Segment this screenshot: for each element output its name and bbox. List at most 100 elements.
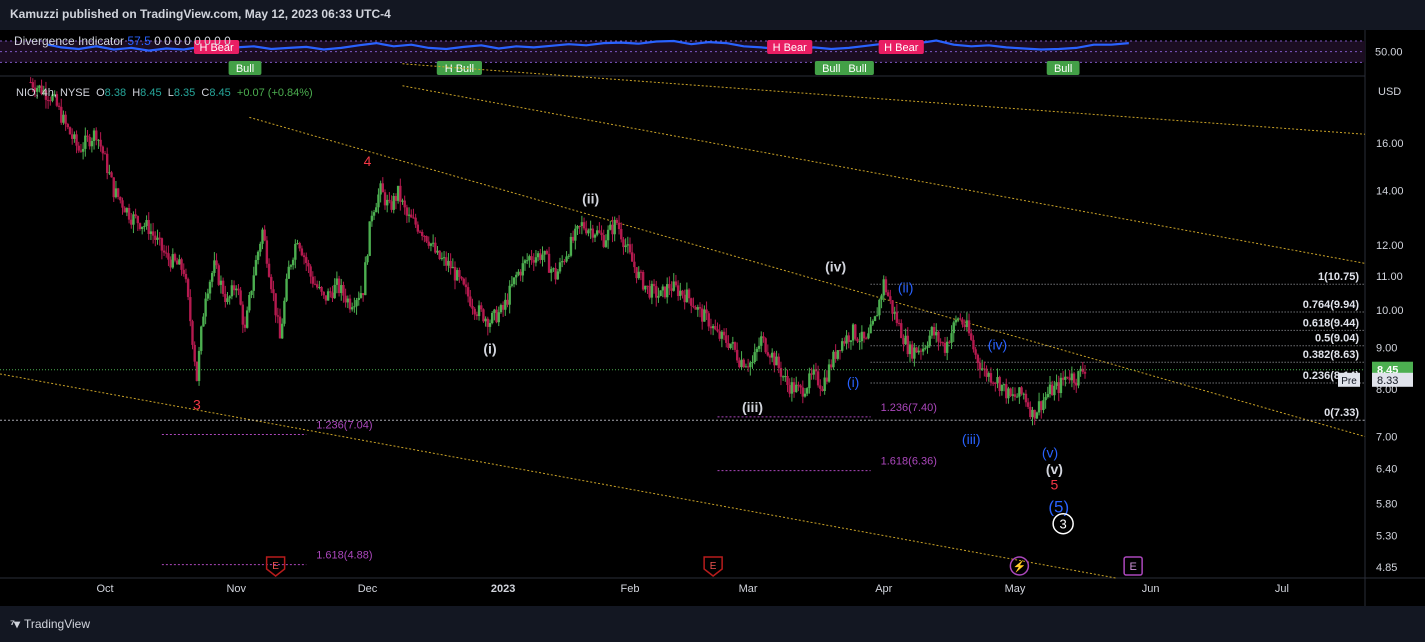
candle-body [545,250,549,254]
candle-body [587,230,590,234]
fib-extension-label: 1.236(7.04) [316,420,372,432]
candle-body [1018,387,1021,397]
publish-text: Kamuzzi published on TradingView.com, Ma… [10,7,391,21]
candle-body [272,289,275,294]
price-tick-label: 8.00 [1376,384,1397,396]
candle-body [143,226,146,228]
candle-body [75,134,78,146]
symbol-label[interactable]: NIO, 4h, NYSE [16,87,90,99]
publish-header: Kamuzzi published on TradingView.com, Ma… [0,0,1425,30]
candle-body [827,364,831,382]
candle-body [718,331,721,339]
candle-body [278,316,282,339]
candle-body [1075,382,1078,386]
candle-body [499,305,503,313]
candle-body [571,236,575,241]
candle-body [525,260,529,262]
time-tick-label: Nov [226,583,246,595]
tradingview-logo[interactable]: ⁷▾ TradingView [10,617,90,631]
candle-body [650,283,654,298]
candle-body [617,222,621,230]
candle-body [1031,409,1034,418]
candle-body [510,284,514,286]
candle-body [237,288,240,291]
candle-body [350,307,354,310]
candle-body [753,352,756,363]
candle-body [224,293,227,303]
candle-body [263,229,266,241]
candle-body [871,320,875,325]
candle-body [757,345,761,349]
candle-body [902,338,905,345]
pre-market-tag-bg [1338,372,1360,387]
candle-body [265,240,269,264]
future-earnings-icon [1123,556,1143,576]
candle-body [543,250,546,255]
candle-body [788,385,791,394]
earnings-event-icon [703,556,723,577]
candle-body [480,305,483,310]
candle-body [644,285,647,290]
candle-body [394,196,398,201]
candle-body [648,286,651,298]
candle-body [904,335,907,345]
candle-body [609,224,612,230]
candle-body [488,323,492,327]
candle-body [886,292,890,297]
candle-body [714,326,717,330]
time-tick-label: Mar [739,583,758,595]
candle-body [1029,406,1032,418]
candle-body [475,314,479,317]
candle-body [64,114,67,125]
candle-body [405,207,409,216]
candle-body [414,217,417,225]
divergence-label: Bull [236,63,254,75]
candle-body [1000,384,1004,391]
candle-body [935,331,938,336]
candle-body [991,382,995,384]
candle-body [672,281,675,291]
candle-body [821,388,824,392]
candle-body [337,278,341,294]
candle-body [412,217,415,219]
candle-body [996,377,999,384]
candle-body [729,343,732,348]
price-tick-label: 7.00 [1376,432,1397,444]
candle-body [580,222,584,227]
candle-body [889,296,892,301]
candle-body [698,307,702,309]
candle-body [486,318,490,327]
candle-body [191,321,194,345]
candle-body [998,377,1001,391]
candle-body [744,366,748,368]
candle-body [44,90,48,100]
candle-body [173,254,177,261]
candle-body [943,342,947,353]
candle-body [738,360,741,368]
candle-body [130,219,133,225]
candle-body [1068,377,1071,381]
candle-body [622,239,625,248]
candle-body [359,293,363,298]
candle-body [591,228,595,238]
wave-label: 4 [364,153,372,169]
candle-body [33,87,37,92]
candle-body [1040,401,1043,411]
currency-label: USD [1378,86,1401,98]
candle-body [114,188,118,198]
candle-body [633,261,636,268]
candle-body [324,295,328,301]
candle-body [206,293,210,299]
candle-body [189,297,192,322]
candle-body [869,324,872,334]
candle-body [399,185,402,202]
time-tick-label: Feb [621,583,640,595]
candle-body [956,318,960,320]
candle-body [294,243,297,260]
candle-body [455,270,459,281]
pre-price-label: 8.33 [1377,375,1398,387]
candle-body [322,291,325,296]
candle-body [716,329,719,332]
candle-body [99,139,102,147]
